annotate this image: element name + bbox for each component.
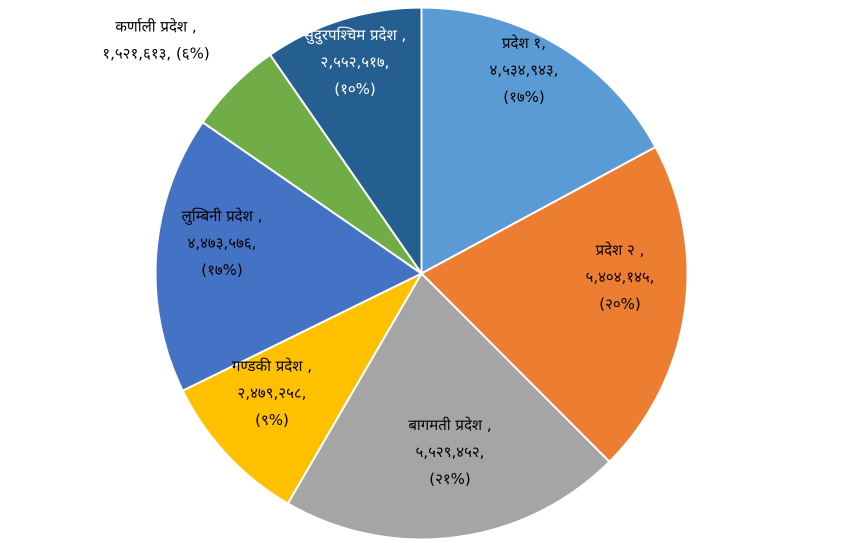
data-label-3: बागमती प्रदेश , ५,५२९,४५२, (२१%) — [408, 416, 491, 488]
data-label-line: (१७%) — [201, 261, 243, 279]
data-label-line: प्रदेश १, — [502, 34, 546, 52]
data-label-7: सुदुरपश्चिम प्रदेश , २,५५२,५१७, (१०%) — [304, 26, 407, 98]
pie-slices — [154, 6, 689, 541]
data-label-2: प्रदेश २ , ५,४०४,१४५, (२०%) — [586, 241, 655, 313]
data-label-line: ५,४०४,१४५, — [586, 268, 655, 286]
data-label-line: (२१%) — [429, 470, 471, 488]
data-label-6: कर्णाली प्रदेश , १,५२१,६१३, (६%) — [102, 18, 209, 63]
data-label-line: सुदुरपश्चिम प्रदेश , — [304, 26, 407, 45]
data-label-line: २,४७९,२५८, — [238, 384, 307, 402]
data-label-line: १,५२१,६१३, (६%) — [102, 45, 209, 63]
data-label-1: प्रदेश १, ४,५३४,९४३, (१७%) — [490, 34, 559, 106]
data-label-line: (२०%) — [599, 295, 641, 313]
pie-slice-3 — [286, 271, 611, 541]
pie-data-labels: प्रदेश १, ४,५३४,९४३, (१७%) प्रदेश २ , ५,४०४,… — [102, 18, 654, 489]
data-label-line: (१०%) — [334, 80, 376, 98]
data-label-line: ५,५२९,४५२, — [416, 443, 485, 461]
data-label-line: गण्डकी प्रदेश , — [232, 357, 312, 375]
data-label-line: कर्णाली प्रदेश , — [115, 18, 196, 36]
data-label-line: ४,५३४,९४३, — [490, 61, 559, 79]
data-label-line: २,५५२,५१७, — [321, 53, 390, 71]
data-label-line: बागमती प्रदेश , — [408, 416, 491, 434]
data-label-4: गण्डकी प्रदेश , २,४७९,२५८, (९%) — [232, 357, 312, 429]
pie-slice-1 — [420, 6, 657, 276]
pie-slice-4 — [181, 271, 425, 505]
pie-slice-5 — [154, 120, 424, 393]
data-label-line: प्रदेश २ , — [596, 241, 645, 259]
pie-slice-2 — [419, 145, 689, 464]
data-label-line: लुम्बिनी प्रदेश , — [182, 207, 263, 226]
pie-slice-7 — [268, 6, 423, 277]
data-label-line: (९%) — [255, 411, 289, 429]
data-label-line: ४,४७३,५७६, — [188, 234, 257, 252]
data-label-5: लुम्बिनी प्रदेश , ४,४७३,५७६, (१७%) — [182, 207, 263, 279]
data-label-line: (१७%) — [503, 88, 545, 106]
